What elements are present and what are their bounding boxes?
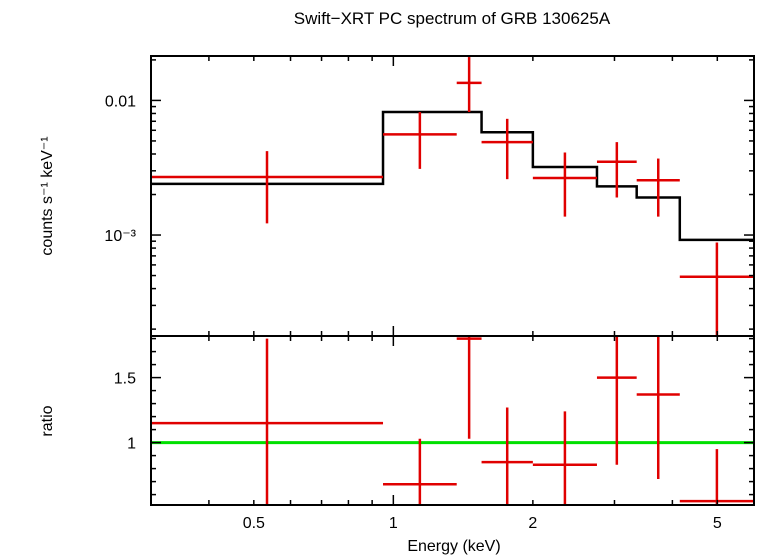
x-tick-label: 5	[713, 515, 722, 532]
x-tick-label: 2	[528, 515, 537, 532]
ratio-frame	[150, 335, 755, 506]
spectrum-data-point	[383, 112, 457, 169]
spectrum-y-tick-label: 0.01	[105, 93, 136, 110]
ratio-data-point	[456, 336, 482, 439]
spectrum-y-tick-label: 10⁻³	[104, 228, 136, 245]
spectrum-y-axis-label: counts s⁻¹ keV⁻¹	[39, 136, 56, 255]
ratio-data-point	[636, 336, 680, 479]
ratio-data-point	[151, 338, 384, 505]
spectrum-data-point	[151, 151, 384, 224]
spectrum-data-point	[481, 118, 533, 180]
spectrum-data-point	[636, 158, 680, 217]
ratio-y-tick-label: 1	[127, 436, 136, 453]
spectrum-data-point	[596, 142, 637, 198]
spectrum-frame	[150, 55, 755, 337]
x-tick-label: 0.5	[243, 515, 265, 532]
ratio-panel: 1 1.5 0.5 1 2 5	[114, 335, 755, 532]
spectrum-data-point	[456, 57, 482, 113]
x-axis-label: Energy (keV)	[407, 538, 500, 555]
ratio-y-axis-label: ratio	[39, 405, 56, 436]
ratio-data-point	[679, 449, 754, 505]
ratio-y-tick-label: 1.5	[114, 371, 136, 388]
ratio-data-point	[532, 411, 597, 505]
ratio-data-point	[383, 438, 457, 505]
x-tick-label: 1	[389, 515, 398, 532]
spectrum-panel: 0.01 10⁻³	[104, 55, 755, 337]
ratio-data-point	[481, 407, 533, 505]
spectrum-data-point	[532, 152, 597, 217]
spectrum-data-point	[679, 242, 754, 336]
ratio-data-point	[596, 336, 637, 465]
chart-title: Swift−XRT PC spectrum of GRB 130625A	[294, 9, 611, 28]
